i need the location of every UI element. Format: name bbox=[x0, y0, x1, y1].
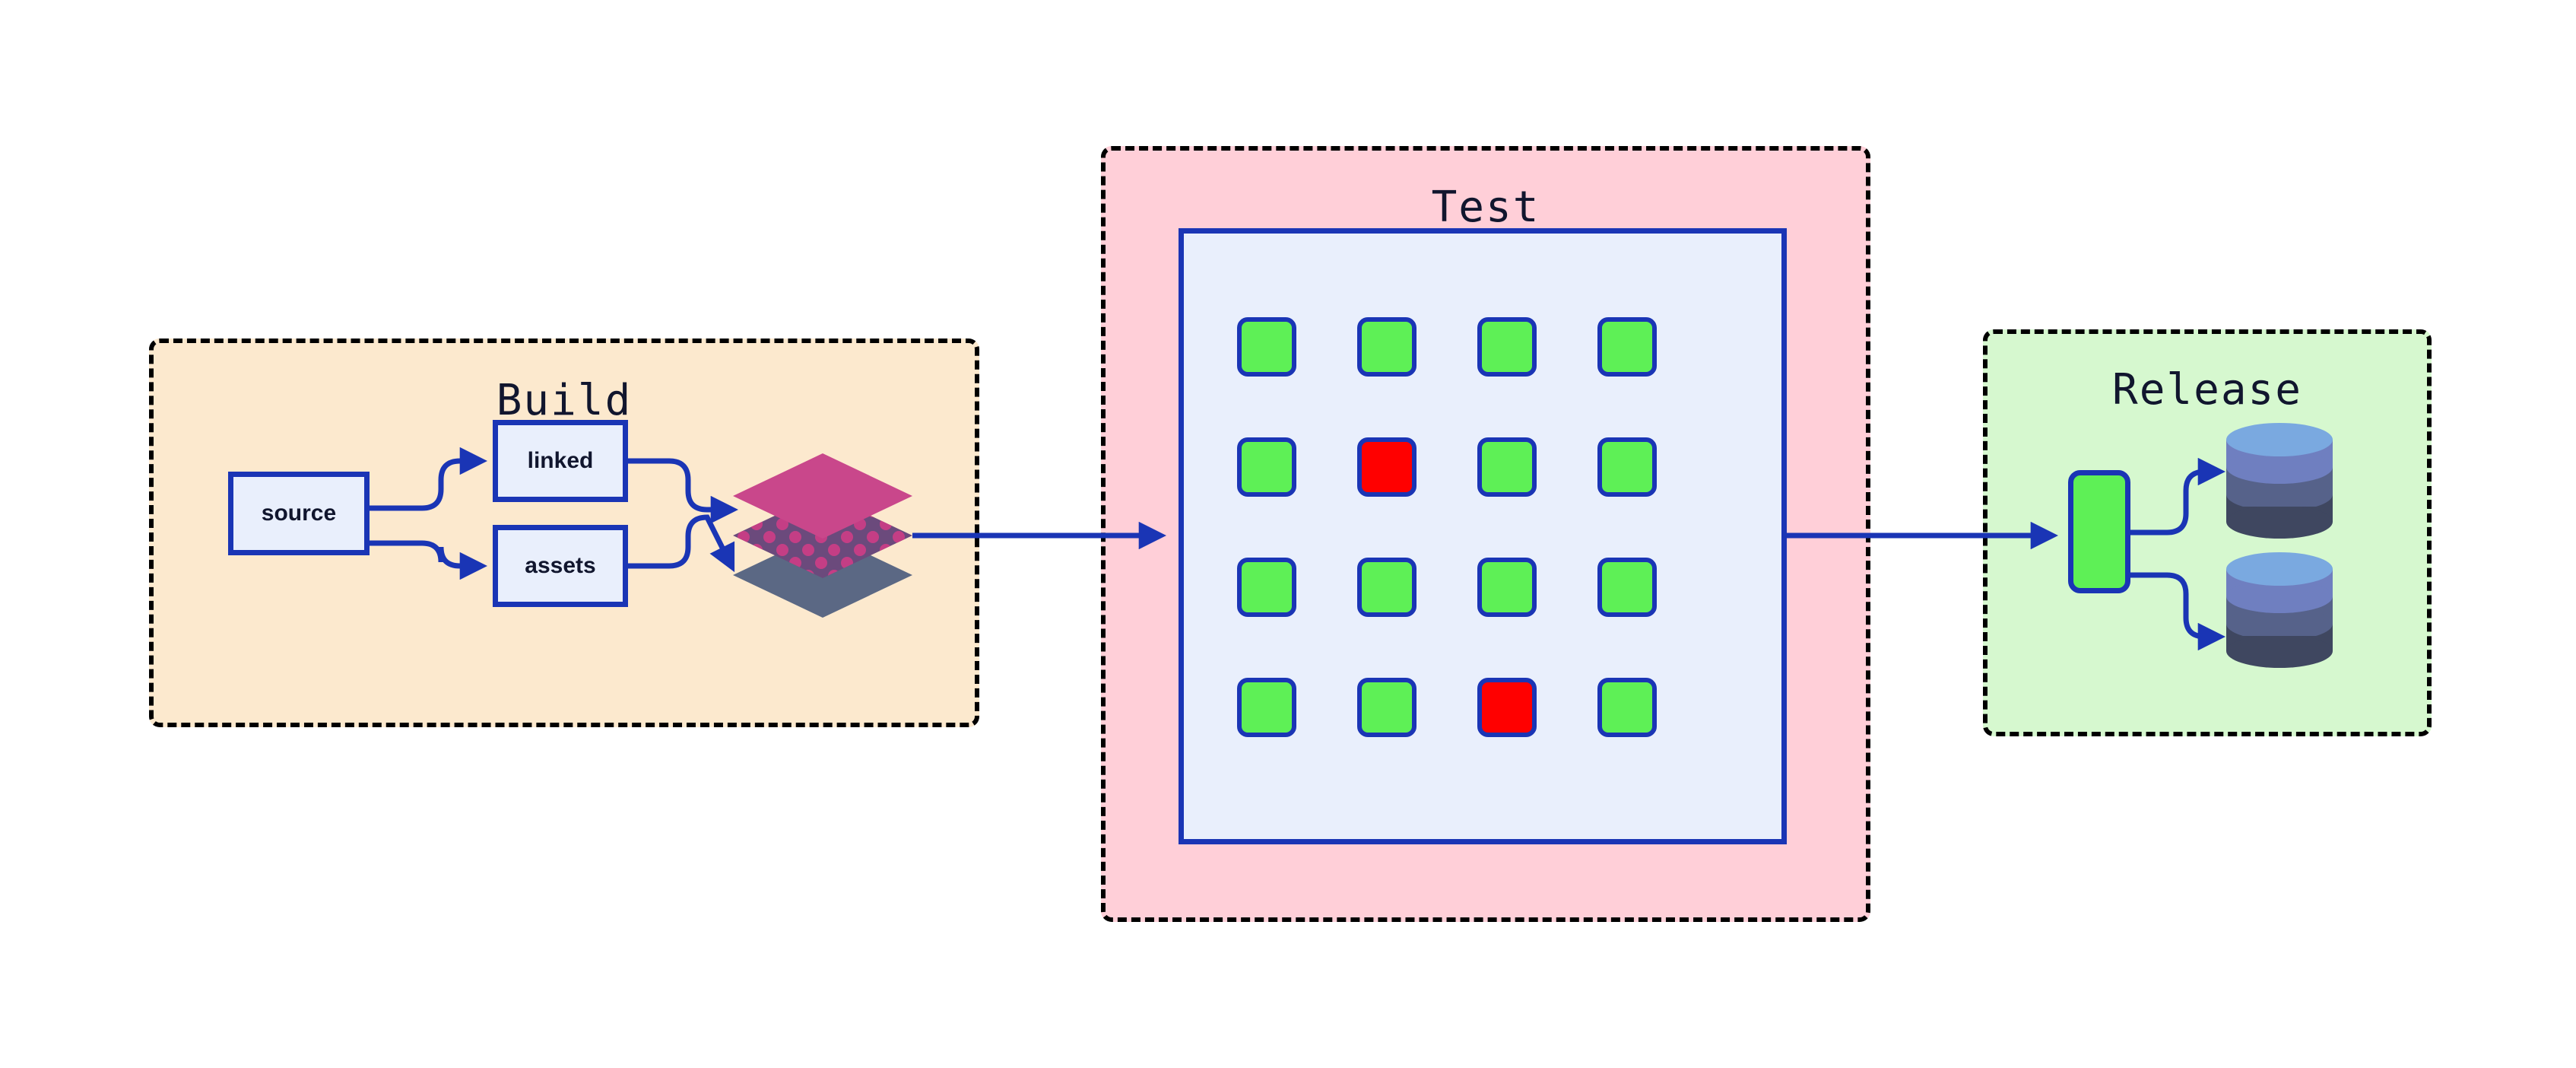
test-cell-4-4-pass[interactable] bbox=[1597, 678, 1657, 737]
test-cell-3-1-pass[interactable] bbox=[1237, 558, 1296, 617]
test-cell-4-3-fail[interactable] bbox=[1477, 678, 1537, 737]
node-source-label: source bbox=[261, 501, 337, 526]
test-cell-1-2-pass[interactable] bbox=[1357, 317, 1416, 377]
test-cell-2-4-pass[interactable] bbox=[1597, 437, 1657, 497]
phase-release-title: Release bbox=[2111, 365, 2302, 415]
node-linked-label: linked bbox=[527, 448, 594, 473]
node-assets[interactable]: assets bbox=[493, 525, 628, 607]
node-linked[interactable]: linked bbox=[493, 420, 628, 502]
test-cell-3-2-pass[interactable] bbox=[1357, 558, 1416, 617]
node-assets-label: assets bbox=[525, 553, 596, 578]
test-results-panel bbox=[1179, 228, 1787, 844]
test-cell-1-4-pass[interactable] bbox=[1597, 317, 1657, 377]
test-results-grid bbox=[1237, 317, 1657, 737]
test-cell-1-1-pass[interactable] bbox=[1237, 317, 1296, 377]
phase-build-title: Build bbox=[496, 376, 633, 425]
phase-test-title: Test bbox=[1431, 183, 1540, 232]
test-cell-4-2-pass[interactable] bbox=[1357, 678, 1416, 737]
node-source[interactable]: source bbox=[228, 472, 370, 555]
test-cell-3-4-pass[interactable] bbox=[1597, 558, 1657, 617]
test-cell-1-3-pass[interactable] bbox=[1477, 317, 1537, 377]
test-cell-2-3-pass[interactable] bbox=[1477, 437, 1537, 497]
release-artifact-box[interactable] bbox=[2068, 470, 2130, 593]
phase-release[interactable]: Release bbox=[1983, 329, 2432, 736]
test-cell-4-1-pass[interactable] bbox=[1237, 678, 1296, 737]
test-cell-3-3-pass[interactable] bbox=[1477, 558, 1537, 617]
test-cell-2-2-fail[interactable] bbox=[1357, 437, 1416, 497]
test-cell-2-1-pass[interactable] bbox=[1237, 437, 1296, 497]
